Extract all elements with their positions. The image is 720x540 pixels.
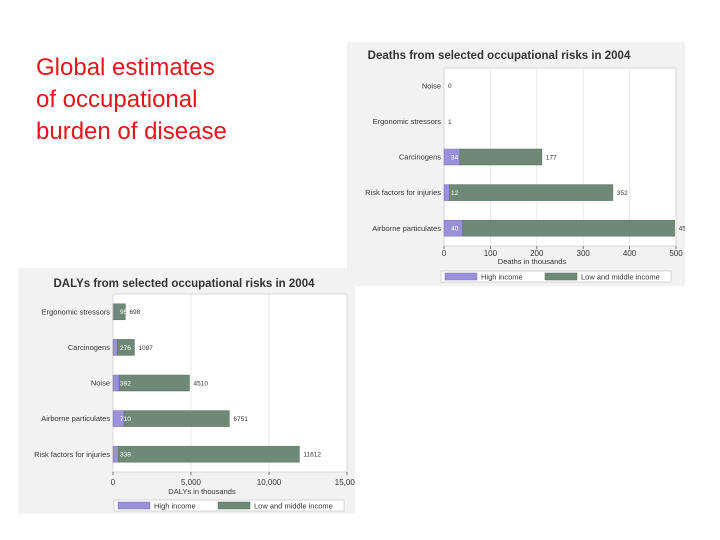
deaths-bar-low-middle-income [449, 184, 614, 201]
dalys-low-middle-income-value: 11612 [303, 452, 321, 459]
dalys-legend-label-low-middle-income: Low and middle income [254, 502, 333, 511]
deaths-legend-swatch-high-income [444, 272, 478, 281]
deaths-x-tick-label: 0 [442, 249, 447, 258]
dalys-high-income-value: 276 [120, 345, 131, 352]
deaths-x-tick-label: 200 [530, 249, 544, 258]
slide-title: Global estimates of occupational burden … [36, 52, 336, 148]
deaths-chart: Deaths from selected occupational risks … [365, 50, 685, 283]
deaths-legend-label-high-income: High income [481, 273, 523, 282]
deaths-legend-swatch-low-middle-income [544, 272, 578, 281]
dalys-low-middle-income-value: 4510 [193, 380, 208, 387]
dalys-bar-high-income [112, 339, 118, 356]
dalys-x-tick-label: 0 [111, 478, 116, 487]
deaths-category-label: Carcinogens [399, 153, 441, 162]
slide-title-line-1: Global estimates [36, 54, 215, 81]
dalys-low-middle-income-value: 1097 [138, 345, 153, 352]
dalys-bar-low-middle-income [114, 303, 126, 321]
deaths-legend-label-low-middle-income: Low and middle income [581, 273, 660, 282]
dalys-category-label: Airborne particulates [41, 414, 110, 423]
deaths-low-middle-income-value: 352 [617, 190, 628, 197]
dalys-legend-swatch-high-income [117, 501, 151, 510]
dalys-category-label: Carcinogens [68, 343, 110, 352]
dalys-bar-high-income [112, 445, 119, 463]
dalys-category-label: Risk factors for injuries [34, 450, 110, 459]
dalys-low-middle-income-value: 6751 [233, 416, 248, 423]
deaths-category-label: Airborne particulates [372, 224, 441, 233]
slide-title-line-2: of occupational [36, 86, 198, 113]
deaths-low-middle-income-value: 177 [546, 154, 557, 161]
deaths-high-income-value: 12 [451, 190, 459, 197]
dalys-bar-low-middle-income [118, 445, 300, 463]
slide-title-line-3: burden of disease [36, 118, 227, 145]
dalys-category-label: Ergonomic stressors [42, 307, 111, 316]
dalys-low-middle-income-value: 698 [129, 309, 140, 316]
deaths-bar-high-income [443, 184, 450, 201]
deaths-x-tick-label: 100 [484, 249, 498, 258]
deaths-x-axis-label: Deaths in thousands [498, 257, 567, 266]
dalys-bar-high-income [112, 374, 120, 392]
dalys-legend-swatch-low-middle-income [217, 501, 251, 510]
deaths-chart-panel: Deaths from selected occupational risks … [347, 42, 685, 286]
deaths-x-tick-label: 400 [623, 249, 637, 258]
deaths-bar-low-middle-income [459, 148, 543, 166]
dalys-bar-low-middle-income [118, 374, 190, 392]
deaths-bar-low-middle-income [462, 219, 675, 237]
deaths-x-tick-label: 500 [669, 249, 683, 258]
dalys-x-axis-label: DALYs in thousands [168, 487, 236, 496]
dalys-chart-title: DALYs from selected occupational risks i… [54, 278, 316, 290]
dalys-legend-label-high-income: High income [154, 502, 196, 511]
dalys-x-tick-label: 15,000 [335, 478, 355, 487]
dalys-high-income-value: 338 [120, 452, 131, 459]
dalys-chart-panel: DALYs from selected occupational risks i… [18, 268, 355, 514]
dalys-x-tick-label: 5,000 [181, 478, 202, 487]
deaths-low-middle-income-value: 457 [679, 226, 685, 233]
dalys-bar-low-middle-income [123, 410, 230, 427]
dalys-chart: DALYs from selected occupational risks i… [34, 278, 355, 512]
deaths-low-middle-income-value: 1 [448, 119, 452, 126]
deaths-x-tick-label: 300 [577, 249, 591, 258]
dalys-bar-low-middle-income [117, 339, 135, 356]
dalys-high-income-value: 710 [120, 416, 131, 423]
dalys-high-income-value: 392 [120, 380, 131, 387]
deaths-category-label: Ergonomic stressors [373, 117, 442, 126]
deaths-high-income-value: 40 [451, 226, 459, 233]
deaths-high-income-value: 34 [451, 154, 459, 161]
deaths-category-label: Risk factors for injuries [365, 188, 441, 197]
dalys-x-tick-label: 10,000 [257, 478, 282, 487]
dalys-high-income-value: 95 [120, 309, 128, 316]
dalys-category-label: Noise [91, 379, 110, 388]
deaths-chart-title: Deaths from selected occupational risks … [368, 50, 631, 62]
deaths-low-middle-income-value: 0 [448, 83, 452, 90]
deaths-category-label: Noise [422, 81, 441, 90]
